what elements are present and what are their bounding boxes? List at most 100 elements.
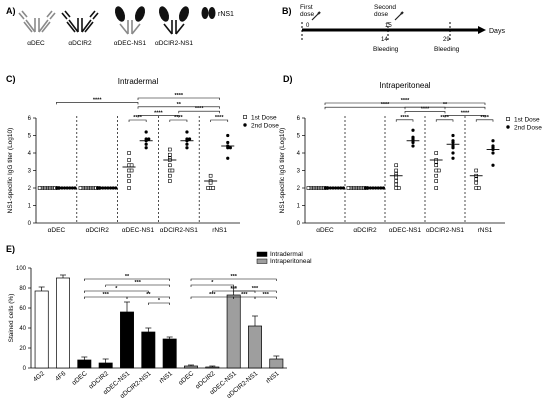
significance-bracket xyxy=(190,278,277,281)
x-tick-label: αDCIR2-NS1 xyxy=(160,227,198,234)
data-point-second-dose xyxy=(144,130,148,134)
significance-bracket xyxy=(137,115,180,118)
legend-label: 1st Dose xyxy=(514,117,540,124)
data-point-first-dose xyxy=(208,173,213,178)
data-point-first-dose xyxy=(394,168,399,173)
significance-bracket xyxy=(444,115,486,118)
data-point-second-dose xyxy=(226,156,230,160)
data-point-second-dose xyxy=(144,142,148,146)
significance-label: **** xyxy=(175,93,184,99)
legend-label: 1st Dose xyxy=(251,115,277,122)
significance-bracket xyxy=(324,106,446,110)
significance-label: *** xyxy=(262,292,269,298)
data-point-second-dose xyxy=(491,163,495,167)
significance-bracket xyxy=(178,110,220,114)
x-tick-label: αDCIR2 xyxy=(353,227,377,234)
x-tick-label: αDEC xyxy=(177,370,195,387)
data-point-first-dose xyxy=(474,177,479,182)
data-point-first-dose xyxy=(206,186,210,190)
significance-bracket xyxy=(435,119,454,122)
significance-label: ** xyxy=(125,274,130,280)
significance-label: * xyxy=(211,280,214,286)
first-dose-label: First dose xyxy=(300,4,314,18)
data-point-first-dose xyxy=(474,168,479,173)
x-tick-label: 4F6 xyxy=(54,370,67,383)
data-point-first-dose xyxy=(474,180,479,185)
x-tick-label: αDCIR2 xyxy=(86,227,110,234)
data-point-first-dose xyxy=(168,179,172,183)
significance-label: **** xyxy=(440,115,449,121)
data-point-first-dose xyxy=(168,152,172,157)
significance-label: **** xyxy=(133,115,142,121)
significance-bracket xyxy=(210,119,229,122)
y-tick-label: 1 xyxy=(297,204,301,210)
data-point-second-dose xyxy=(339,186,343,190)
second-dose-line: dose xyxy=(374,11,388,18)
data-point-first-dose xyxy=(394,179,399,183)
y-tick-label: 3 xyxy=(297,169,301,175)
significance-bracket xyxy=(233,290,277,293)
chart-title: Intraperitoneal xyxy=(379,81,430,90)
data-point-first-dose xyxy=(127,186,131,190)
data-point-first-dose xyxy=(168,147,172,152)
legend-marker-first-dose xyxy=(243,115,247,119)
bar xyxy=(120,311,134,369)
data-point-second-dose xyxy=(226,133,230,138)
significance-label: **** xyxy=(154,111,163,117)
y-tick-label: 6 xyxy=(28,116,32,122)
significance-label: **** xyxy=(195,106,204,112)
x-tick-label: αDCIR2-NS1 xyxy=(426,227,464,234)
significance-label: * xyxy=(158,298,161,304)
y-tick-label: 80 xyxy=(19,286,26,292)
significance-label: *** xyxy=(134,280,141,286)
significance-label: *** xyxy=(252,286,259,292)
legend-label: Intraperitoneal xyxy=(270,258,312,265)
x-tick-label: αDEC xyxy=(71,370,89,387)
significance-label: **** xyxy=(461,111,470,117)
data-point-second-dose xyxy=(451,156,455,160)
bleeding-label: Bleeding xyxy=(373,46,399,53)
y-axis-label: Stained cells (%) xyxy=(8,294,15,343)
significance-bracket xyxy=(324,102,486,105)
significance-bracket xyxy=(190,284,234,287)
data-point-second-dose xyxy=(411,144,415,148)
y-tick-label: 5 xyxy=(297,134,301,140)
legend-marker-second-dose xyxy=(243,123,247,127)
significance-label: *** xyxy=(230,286,237,292)
data-point-first-dose xyxy=(434,151,439,155)
y-tick-label: 0 xyxy=(28,221,32,227)
chart-title: Intradermal xyxy=(118,77,159,86)
data-point-second-dose xyxy=(185,146,189,150)
x-tick-label: αDEC-NS1 xyxy=(122,227,155,234)
legend-label: 2nd Dose xyxy=(251,123,279,130)
legend-swatch xyxy=(256,258,268,264)
bar xyxy=(184,365,198,369)
data-point-first-dose xyxy=(129,163,134,168)
significance-label: **** xyxy=(400,115,409,121)
significance-bracket xyxy=(137,97,220,100)
data-point-first-dose xyxy=(78,186,83,190)
data-point-first-dose xyxy=(436,168,441,173)
significance-bracket xyxy=(169,119,188,122)
significance-bracket xyxy=(404,111,446,114)
significance-label: **** xyxy=(215,115,224,121)
significance-label: *** xyxy=(230,274,237,280)
panel-e-letter: E) xyxy=(6,244,15,254)
data-point-first-dose xyxy=(168,173,172,178)
x-tick-label: αDEC xyxy=(316,227,334,234)
data-point-second-dose xyxy=(55,186,59,190)
significance-label: **** xyxy=(480,115,489,121)
data-point-second-dose xyxy=(185,130,189,134)
bar xyxy=(34,290,49,369)
y-axis-label: NS1-specific IgG titer (Log10) xyxy=(7,128,14,214)
significance-label: *** xyxy=(102,292,109,298)
y-tick-label: 0 xyxy=(297,221,301,227)
data-point-first-dose xyxy=(434,179,439,183)
significance-bracket xyxy=(137,106,220,109)
significance-bracket xyxy=(128,119,147,122)
y-tick-label: 60 xyxy=(19,306,26,312)
data-point-second-dose xyxy=(226,146,230,150)
antibody-adcir2-ns1-icon xyxy=(158,6,190,35)
data-point-second-dose xyxy=(451,151,455,155)
data-point-first-dose xyxy=(434,159,439,164)
